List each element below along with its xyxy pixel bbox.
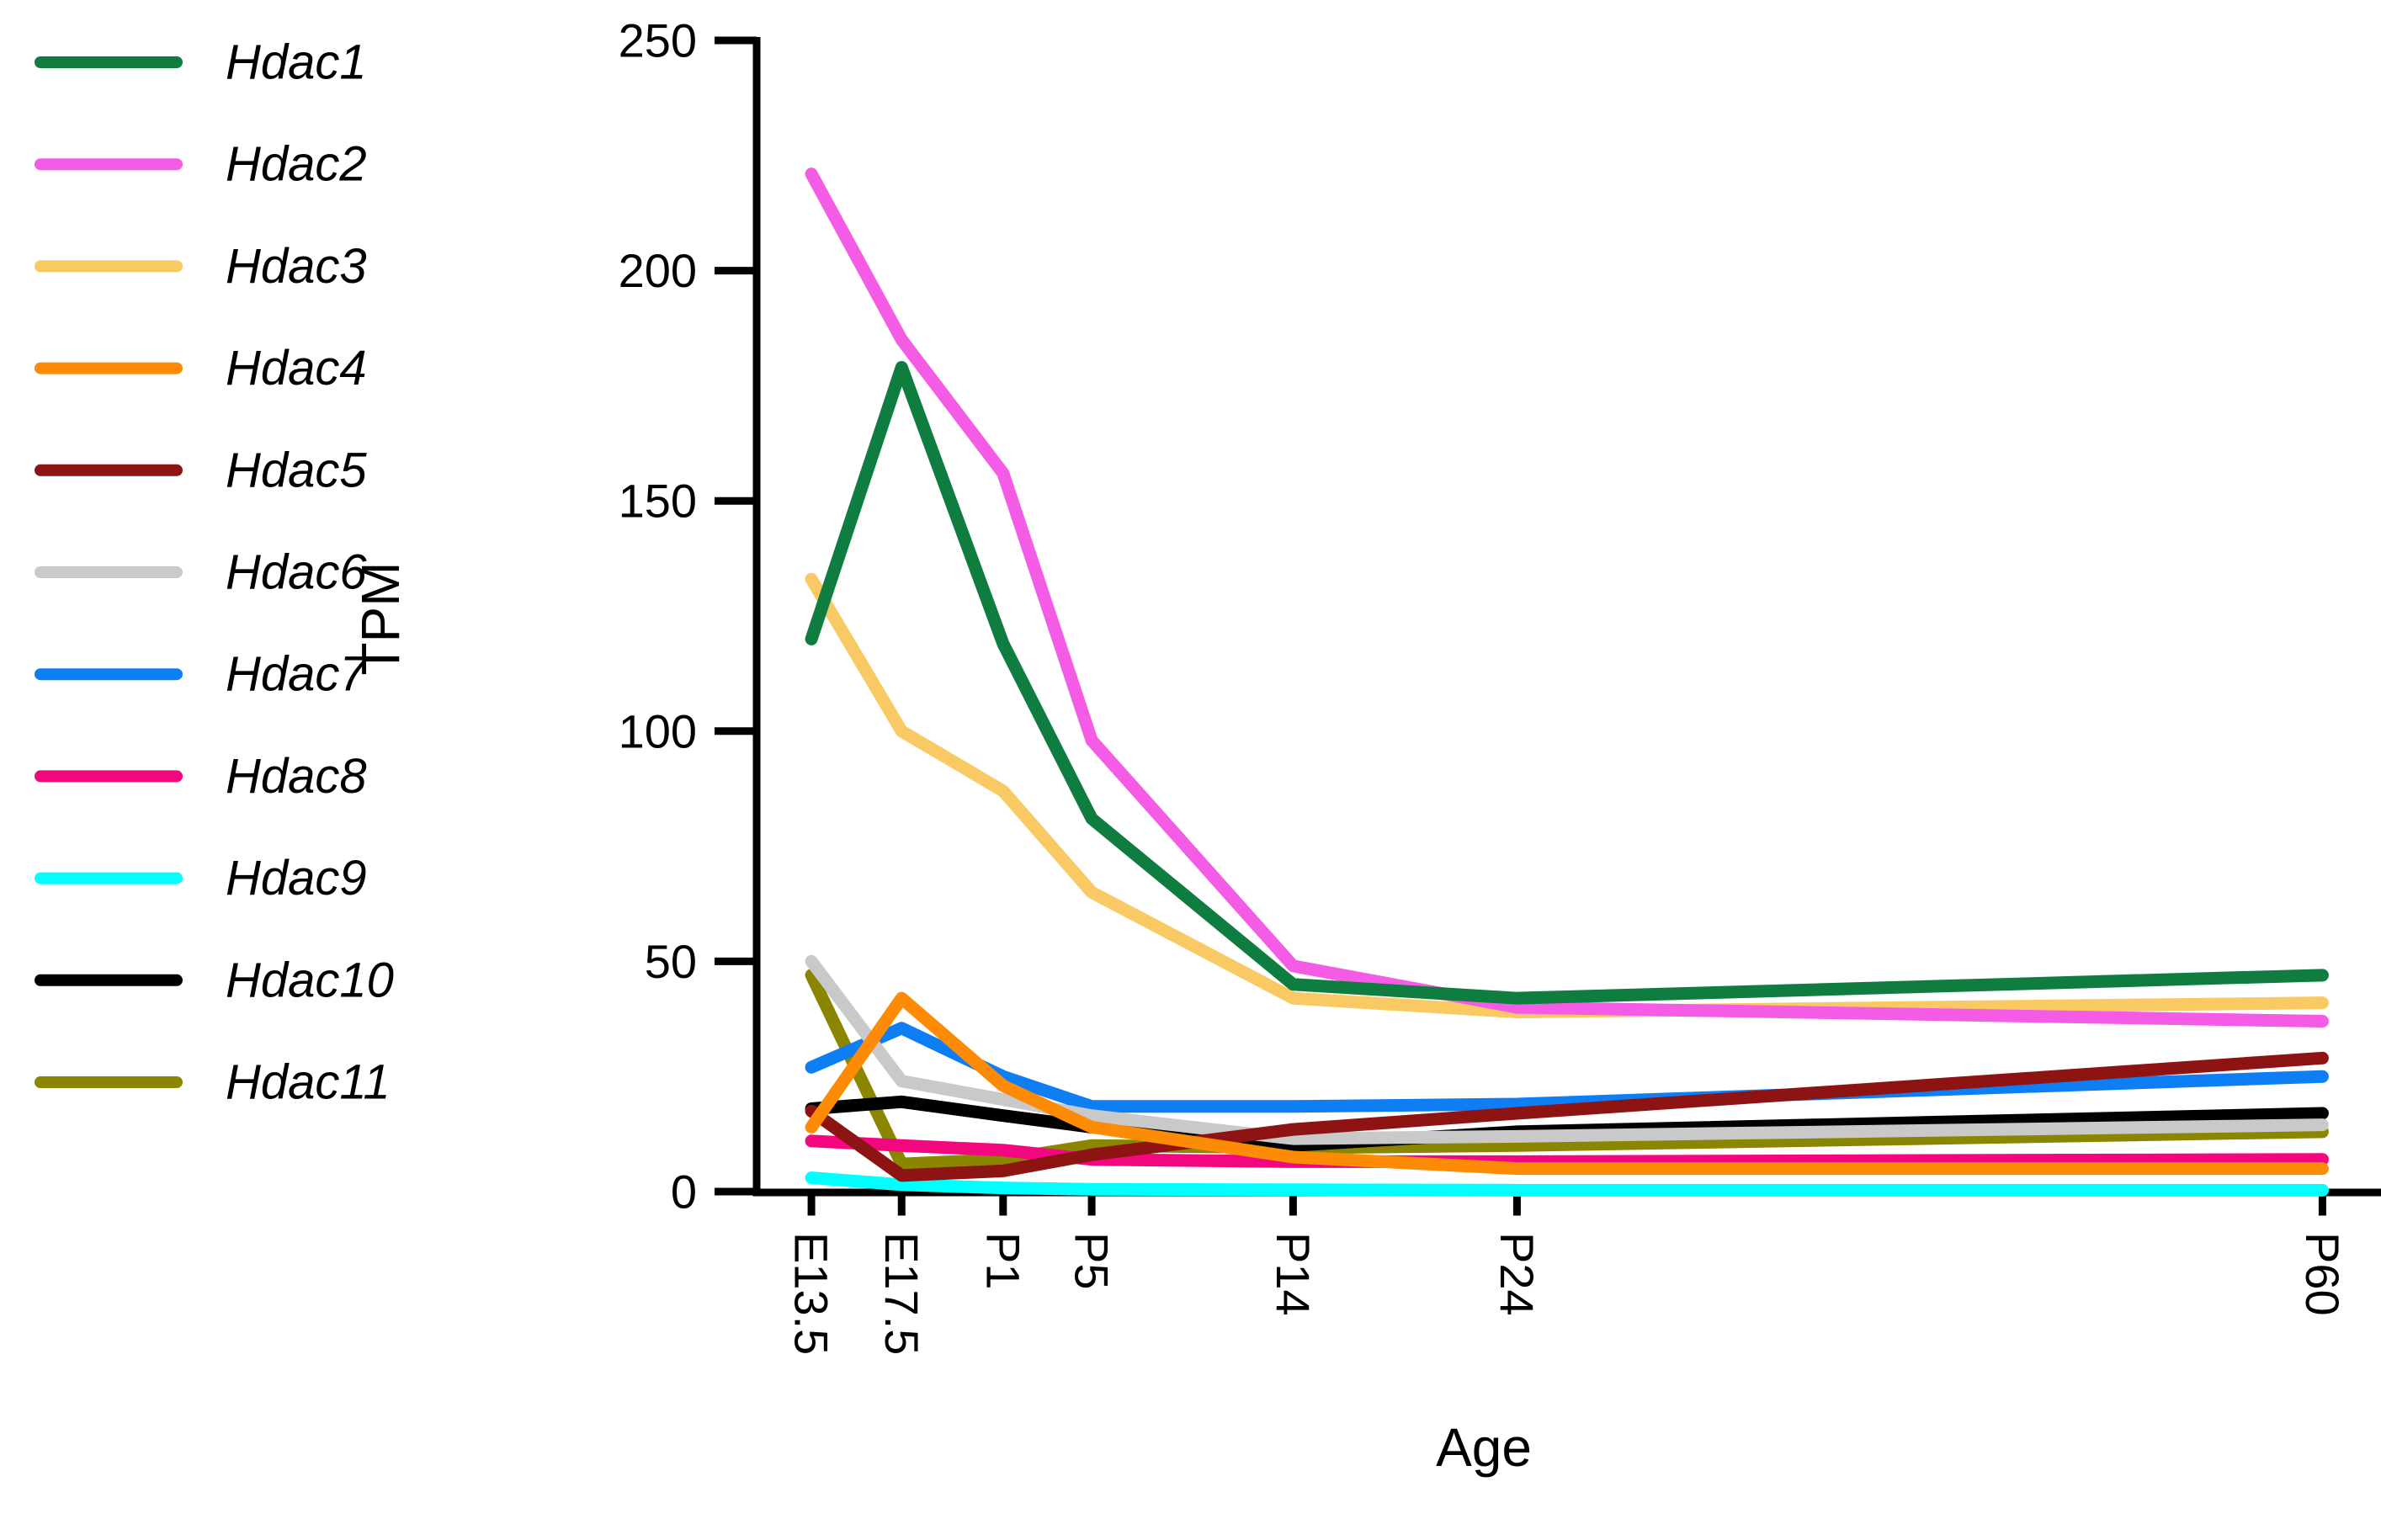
legend: Hdac1 Hdac2 Hdac3 Hdac4 Hdac5 Hdac6 Hdac7 Hdac8… xyxy=(35,35,394,1110)
legend-label-hdac3: Hdac3 xyxy=(226,239,367,294)
legend-label-hdac6: Hdac6 xyxy=(226,545,367,600)
axes xyxy=(715,36,2381,1216)
legend-label-hdac1: Hdac1 xyxy=(226,35,367,90)
legend-label-hdac11: Hdac11 xyxy=(226,1055,391,1110)
x-axis-title: Age xyxy=(1436,1417,1532,1478)
axis-labels: 0 50 100 150 200 250 E13.5 E17.5 P1 P5 P14 P24 P60 TP… xyxy=(350,14,2349,1479)
y-tick-label-250: 250 xyxy=(619,14,697,67)
y-tick-label-50: 50 xyxy=(645,935,697,988)
series-line-hdac4 xyxy=(805,991,2329,1176)
series-line-hdac9 xyxy=(805,1171,2329,1197)
x-tick-label-P24: P24 xyxy=(1491,1232,1544,1316)
series-lines xyxy=(805,167,2329,1197)
legend-item-hdac1: Hdac1 xyxy=(35,35,367,90)
legend-item-hdac2: Hdac2 xyxy=(35,137,367,192)
legend-item-hdac11: Hdac11 xyxy=(35,1055,391,1110)
y-tick-label-200: 200 xyxy=(619,244,697,297)
series-line-hdac11 xyxy=(805,969,2329,1171)
legend-item-hdac9: Hdac9 xyxy=(35,851,367,905)
legend-label-hdac9: Hdac9 xyxy=(226,851,367,905)
legend-item-hdac8: Hdac8 xyxy=(35,749,367,804)
legend-label-hdac2: Hdac2 xyxy=(226,137,367,192)
series-line-hdac5 xyxy=(805,1051,2329,1182)
legend-label-hdac10: Hdac10 xyxy=(226,953,394,1007)
y-tick-label-100: 100 xyxy=(619,704,697,757)
legend-item-hdac6: Hdac6 xyxy=(35,545,367,600)
x-tick-label-P60: P60 xyxy=(2296,1232,2349,1316)
legend-item-hdac3: Hdac3 xyxy=(35,239,367,294)
legend-item-hdac7: Hdac7 xyxy=(35,647,369,702)
series-line-hdac7 xyxy=(805,1022,2329,1113)
legend-label-hdac4: Hdac4 xyxy=(226,341,367,396)
legend-item-hdac4: Hdac4 xyxy=(35,341,367,396)
series-line-hdac6 xyxy=(805,954,2329,1145)
x-tick-label-P14: P14 xyxy=(1267,1232,1320,1316)
legend-label-hdac5: Hdac5 xyxy=(226,443,367,497)
x-tick-label-P1: P1 xyxy=(976,1232,1029,1290)
x-tick-label-E17.5: E17.5 xyxy=(875,1232,928,1355)
legend-label-hdac8: Hdac8 xyxy=(226,749,367,804)
x-tick-label-E13.5: E13.5 xyxy=(785,1232,838,1355)
series-line-hdac2 xyxy=(805,167,2329,1028)
y-tick-label-150: 150 xyxy=(619,475,697,528)
y-axis-title: TPM xyxy=(350,561,411,675)
x-tick-label-P5: P5 xyxy=(1066,1232,1119,1290)
series-line-hdac3 xyxy=(805,572,2329,1019)
legend-item-hdac5: Hdac5 xyxy=(35,443,367,497)
y-tick-label-0: 0 xyxy=(671,1166,697,1219)
legend-label-hdac7: Hdac7 xyxy=(226,647,369,702)
legend-item-hdac10: Hdac10 xyxy=(35,953,394,1007)
series-line-hdac1 xyxy=(805,361,2329,1005)
